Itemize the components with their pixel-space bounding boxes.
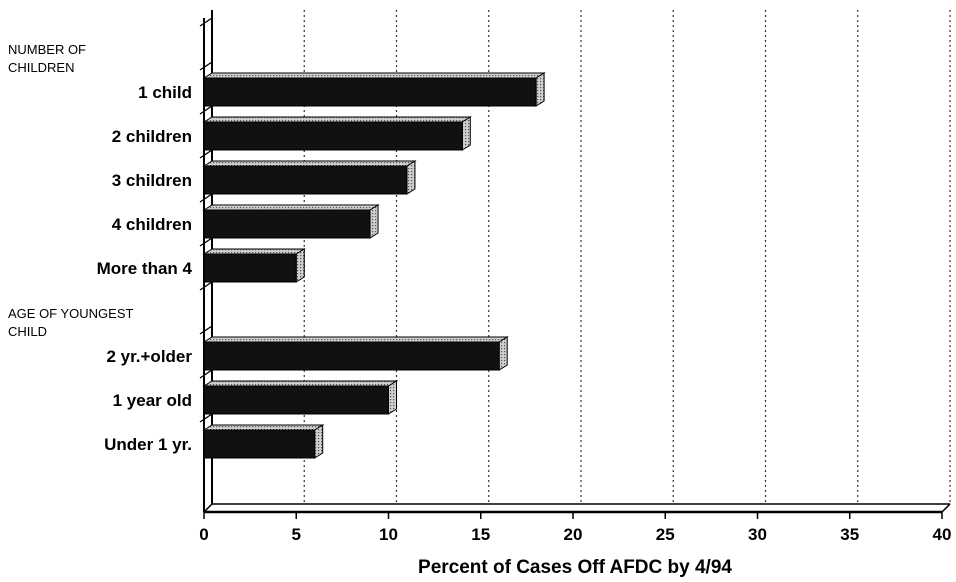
category-label: 1 child bbox=[138, 83, 192, 102]
bar bbox=[203, 77, 537, 107]
group-label: CHILD bbox=[8, 324, 47, 339]
x-tick-label: 5 bbox=[292, 525, 301, 544]
x-tick-label: 0 bbox=[199, 525, 208, 544]
bar-end-face bbox=[535, 72, 545, 107]
group-label: CHILDREN bbox=[8, 60, 74, 75]
y-tick bbox=[199, 281, 213, 291]
bar bbox=[203, 209, 371, 239]
bar-top-face bbox=[202, 72, 546, 79]
bar-top-face bbox=[202, 116, 473, 123]
floor-corner-left bbox=[203, 503, 213, 513]
y-tick bbox=[199, 17, 213, 27]
x-tick-label: 35 bbox=[840, 525, 859, 544]
bars bbox=[202, 72, 546, 459]
bar-top-face bbox=[202, 248, 306, 255]
y-tick bbox=[199, 325, 213, 335]
y-tick bbox=[199, 61, 213, 71]
y-tick bbox=[199, 413, 213, 423]
group-label: AGE OF YOUNGEST bbox=[8, 306, 134, 321]
x-tick-label: 20 bbox=[564, 525, 583, 544]
bar bbox=[203, 121, 463, 151]
bar-end-face bbox=[461, 116, 471, 151]
x-tick-label: 15 bbox=[471, 525, 490, 544]
y-tick bbox=[199, 105, 213, 115]
x-tick-labels: 0 5 10 15 20 25 30 35 40 bbox=[199, 512, 951, 544]
bar bbox=[203, 385, 389, 415]
bar-end-face bbox=[314, 424, 324, 459]
x-tick-label: 30 bbox=[748, 525, 767, 544]
bar-top-face bbox=[202, 424, 325, 431]
category-label: More than 4 bbox=[97, 259, 193, 278]
x-axis-title: Percent of Cases Off AFDC by 4/94 bbox=[418, 557, 732, 578]
y-tick bbox=[199, 237, 213, 247]
bar-end-face bbox=[406, 160, 416, 195]
bar-top-face bbox=[202, 204, 380, 211]
category-label: 2 yr.+older bbox=[106, 347, 192, 366]
x-tick-label: 10 bbox=[379, 525, 398, 544]
y-tick bbox=[199, 193, 213, 203]
x-tick-label: 40 bbox=[933, 525, 952, 544]
y-tick bbox=[199, 369, 213, 379]
category-label: 3 children bbox=[112, 171, 192, 190]
bar bbox=[203, 253, 297, 283]
bar-end-face bbox=[295, 248, 305, 283]
category-label: 2 children bbox=[112, 127, 192, 146]
bar-top-face bbox=[202, 160, 417, 167]
bar bbox=[203, 341, 500, 371]
bar bbox=[203, 429, 316, 459]
bar-top-face bbox=[202, 336, 509, 343]
bar-top-face bbox=[202, 380, 399, 387]
gridlines bbox=[303, 10, 951, 504]
floor-corner-right bbox=[941, 503, 951, 513]
bar-end-face bbox=[498, 336, 508, 371]
category-label: 1 year old bbox=[113, 391, 192, 410]
x-tick-label: 25 bbox=[656, 525, 675, 544]
bar bbox=[203, 165, 408, 195]
category-label: Under 1 yr. bbox=[104, 435, 192, 454]
bar-end-face bbox=[388, 380, 397, 415]
bar-end-face bbox=[369, 204, 379, 239]
group-label: NUMBER OF bbox=[8, 42, 86, 57]
category-label: 4 children bbox=[112, 215, 192, 234]
y-tick bbox=[199, 149, 213, 159]
category-labels: NUMBER OF CHILDREN 1 child 2 children 3 chil… bbox=[8, 42, 193, 454]
